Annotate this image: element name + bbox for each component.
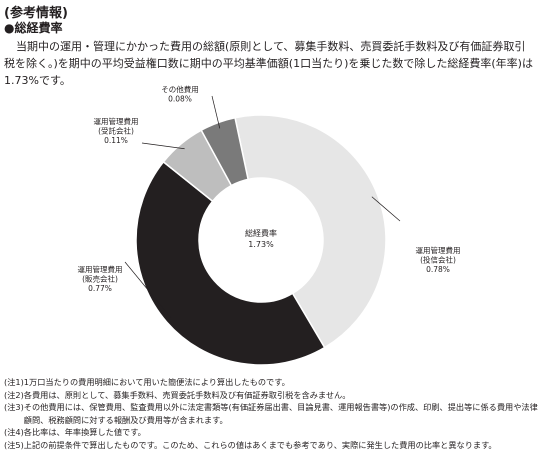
slice-label: 0.77% [88,284,112,293]
note-item: (注5) 上記の前提条件で算出したものです。このため、これらの値はあくまでも参考で… [4,439,497,450]
note-item: (注3) その他費用には、保管費用、監査費用以外に法定書類等(有価証券届出書、目論… [4,402,538,425]
slice-label: その他費用 [161,84,199,94]
note-item: (注4) 各比率は、年率換算した値です。 [4,427,146,437]
slice-label: 運用管理費用 [94,116,139,126]
leader-line [371,196,401,222]
center-value: 1.73% [248,240,274,249]
donut-slice [234,114,387,349]
intro-paragraph: 当期中の運用・管理にかかった費用の総額(原則として、募集手数料、売買委託手数料及… [4,40,533,87]
slice-label: 0.08% [168,95,192,104]
slice-label: 運用管理費用 [416,245,461,255]
donut-slice [135,160,326,366]
note-item: (注1) 1万口当たりの費用明細において用いた簡便法により算出したものです。 [4,377,290,387]
slice-label: 0.78% [426,265,450,274]
slice-label: 0.11% [104,136,128,145]
notes-list: (注1) 1万口当たりの費用明細において用いた簡便法により算出したものです。 (注… [4,376,538,451]
note-item: (注2) 各費用は、原則として、募集手数料、売買委託手数料及び有価証券取引税を含み… [4,389,351,400]
center-label: 総経費率 [245,228,277,238]
slice-label: (販売会社) [82,274,118,284]
slice-label: (受託会社) [98,126,134,136]
slice-label: 運用管理費用 [78,264,123,274]
leader-line [124,261,172,319]
donut-slice [200,116,249,187]
section-heading: (参考情報) [4,6,68,21]
slice-label: (投信会社) [420,255,456,265]
leader-line [211,95,221,129]
leader-line [141,142,185,150]
total-expense-ratio-heading: ●総経費率 [4,21,63,35]
